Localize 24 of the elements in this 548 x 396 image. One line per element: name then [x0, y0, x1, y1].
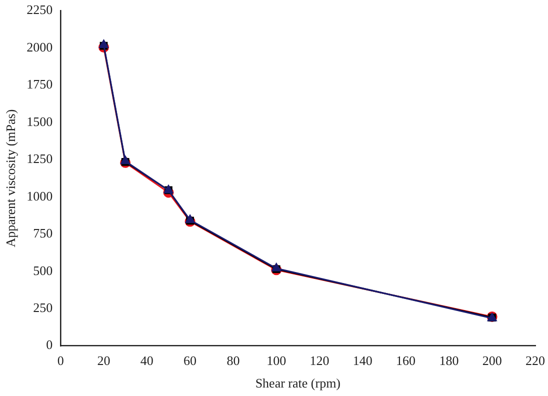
x-tick-label: 60 — [184, 353, 197, 368]
x-tick-label: 0 — [57, 353, 64, 368]
y-tick-label: 250 — [33, 300, 53, 315]
y-tick-label: 2000 — [26, 39, 53, 54]
x-tick-label: 220 — [526, 353, 545, 368]
x-tick-label: 160 — [396, 353, 416, 368]
y-tick-label: 1750 — [26, 76, 53, 92]
x-tick-label: 140 — [352, 353, 372, 368]
x-tick-label: 80 — [226, 353, 240, 368]
y-axis-title: Apparent viscosity (mPas) — [3, 109, 18, 248]
x-axis-title: Shear rate (rpm) — [255, 376, 341, 391]
x-tick-label: 180 — [439, 353, 459, 368]
y-tick-label: 1250 — [26, 151, 53, 166]
y-tick-label: 1000 — [26, 188, 53, 204]
x-tick-label: 20 — [97, 353, 110, 368]
x-tick-label: 200 — [482, 353, 502, 368]
y-tick-label: 750 — [33, 226, 53, 241]
x-tick-label: 40 — [140, 353, 154, 368]
y-tick-label: 2250 — [26, 2, 53, 18]
y-tick-label: 1500 — [26, 114, 53, 129]
y-tick-label: 500 — [33, 262, 53, 278]
y-tick-label: 0 — [46, 337, 53, 352]
x-tick-label: 120 — [310, 353, 330, 368]
x-tick-label: 100 — [266, 353, 286, 368]
